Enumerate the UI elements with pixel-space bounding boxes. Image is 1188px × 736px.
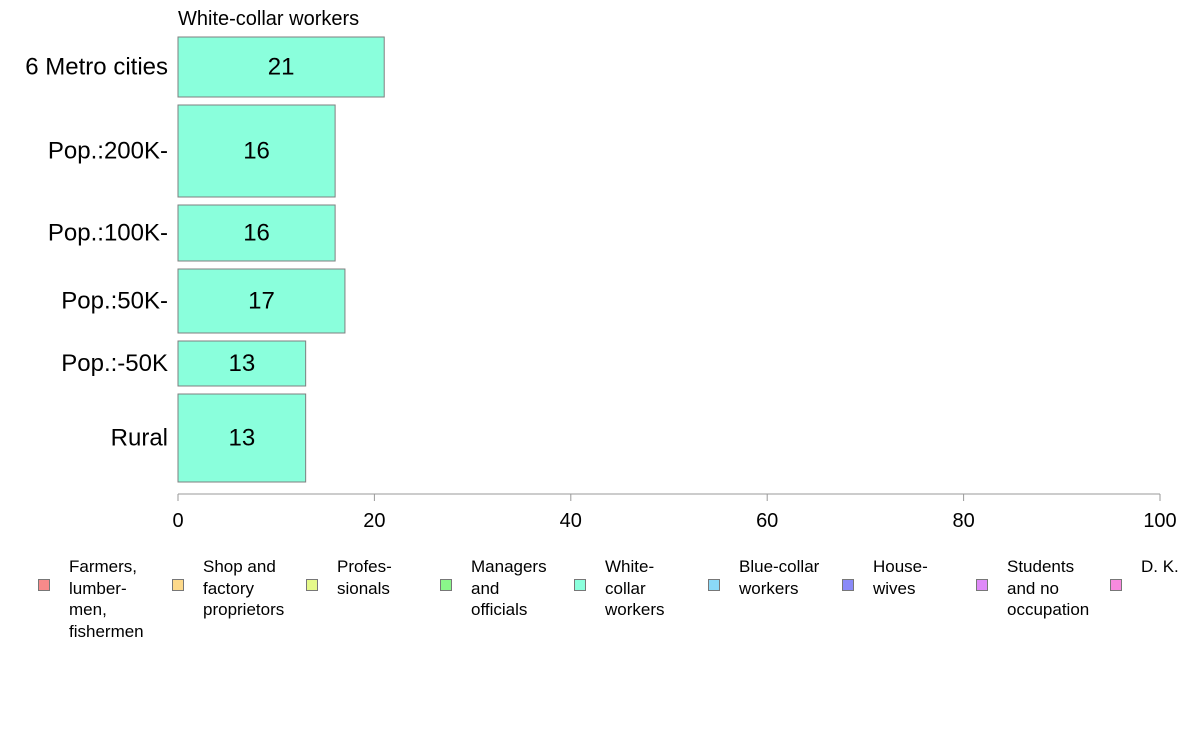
bar (177, 204, 336, 262)
bar-value-label: 21 (268, 54, 295, 81)
bar-value-label: 17 (248, 288, 275, 315)
legend-swatch (1110, 579, 1122, 591)
legend-label: Managers and officials (471, 557, 547, 619)
category-label: Pop.:100K- (48, 220, 168, 247)
legend-swatch (976, 579, 988, 591)
legend-item: D. K. (1110, 556, 1179, 591)
legend-label: Students and no occupation (1007, 557, 1090, 619)
legend-label: Blue-collar workers (739, 557, 820, 598)
category-label: Rural (111, 425, 168, 452)
x-tick-label: 40 (560, 510, 582, 532)
legend-label: White- collar workers (605, 557, 665, 619)
legend-item: Blue-collar workers (708, 556, 819, 599)
x-tick-label: 20 (363, 510, 385, 532)
legend-label: Farmers, lumber- men, fishermen (69, 557, 144, 641)
legend-item: White- collar workers (574, 556, 665, 621)
x-tick-label: 100 (1143, 510, 1176, 532)
legend-swatch (172, 579, 184, 591)
legend-swatch (38, 579, 50, 591)
legend-item: Students and no occupation (976, 556, 1089, 621)
legend-item: House- wives (842, 556, 928, 599)
bar-value-label: 13 (228, 350, 255, 377)
bar-value-label: 13 (228, 425, 255, 452)
bar (177, 104, 336, 198)
x-tick-label: 0 (172, 510, 183, 532)
bar (177, 268, 346, 334)
legend-label: D. K. (1141, 557, 1179, 576)
legend-item: Managers and officials (440, 556, 547, 621)
x-tick-label: 60 (756, 510, 778, 532)
chart-title: White-collar workers (178, 8, 359, 30)
category-label: Pop.:200K- (48, 138, 168, 165)
bar (177, 36, 385, 98)
legend-swatch (708, 579, 720, 591)
legend-item: Farmers, lumber- men, fishermen (38, 556, 144, 642)
bar-value-label: 16 (243, 138, 270, 165)
legend-swatch (574, 579, 586, 591)
legend-item: Profes- sionals (306, 556, 392, 599)
legend-label: Shop and factory proprietors (203, 557, 285, 619)
legend-item: Shop and factory proprietors (172, 556, 284, 621)
legend: Farmers, lumber- men, fishermen Shop and … (38, 556, 1188, 641)
bar (177, 393, 307, 483)
legend-swatch (842, 579, 854, 591)
legend-label: Profes- sionals (337, 557, 392, 598)
legend-swatch (306, 579, 318, 591)
category-label: Pop.:-50K (61, 350, 168, 377)
category-label: Pop.:50K- (61, 288, 168, 315)
bar-chart: White-collar workers 6 Metro cities 21 Pop… (25, 8, 1176, 532)
category-label: 6 Metro cities (25, 54, 168, 81)
bar (177, 340, 307, 387)
legend-swatch (440, 579, 452, 591)
x-tick-label: 80 (952, 510, 974, 532)
legend-label: House- wives (873, 557, 928, 598)
bar-value-label: 16 (243, 220, 270, 247)
